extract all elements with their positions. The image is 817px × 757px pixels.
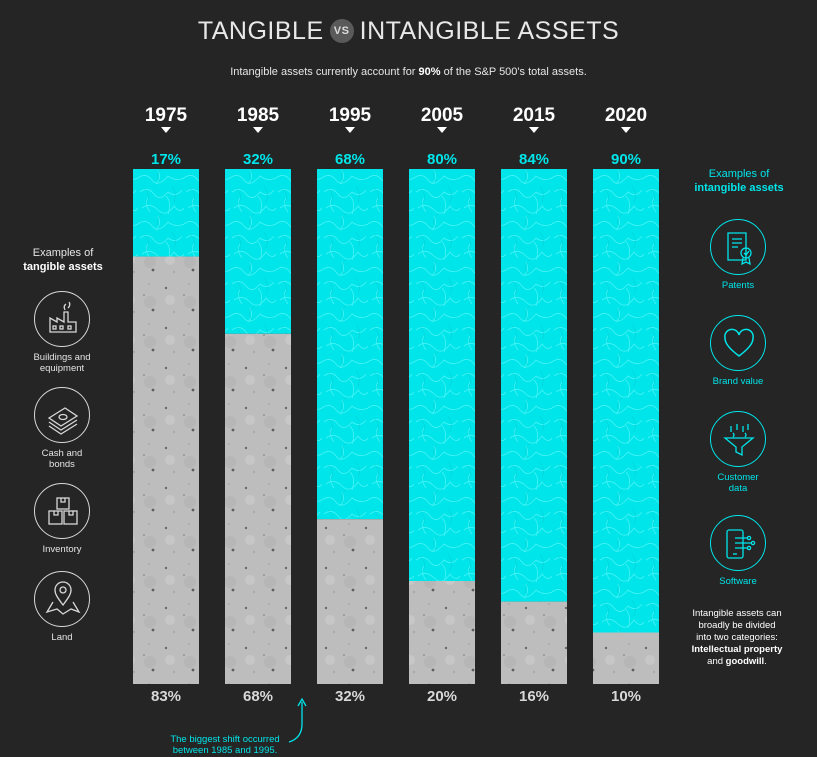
tangible-heading: Examples of tangible assets: [8, 246, 118, 274]
year-marker-1975: [161, 127, 171, 133]
intangible-label-2015: 84%: [519, 151, 549, 168]
shift-note-line2: between 1985 and 1995.: [172, 745, 278, 756]
tangible-label-2015: 16%: [519, 688, 549, 705]
intangible-label-customer-2: data: [728, 483, 748, 494]
tablet-icon: [710, 515, 766, 571]
boxes-icon: [34, 483, 90, 539]
tangible-label-2020: 10%: [611, 688, 641, 705]
tangible-label-1985: 68%: [243, 688, 273, 705]
year-label-2015: 2015: [513, 105, 556, 126]
bar-tangible-1975: [133, 256, 199, 684]
tangible-label-1975: 83%: [151, 688, 181, 705]
bar-tangible-2020: [593, 632, 659, 684]
year-label-1995: 1995: [329, 105, 372, 126]
intangible-label-customer: Customer: [717, 472, 759, 483]
tangible-label-inventory: Inventory: [42, 544, 82, 555]
subtitle-text-end: of the S&P 500's total assets.: [440, 66, 587, 78]
bar-tangible-2015: [501, 601, 567, 684]
cash-icon: [34, 387, 90, 443]
year-marker-2005: [437, 127, 447, 133]
title-intangible: INTANGIBLE ASSETS: [359, 16, 620, 45]
note-period: .: [764, 656, 767, 667]
vs-badge: VS: [329, 19, 354, 43]
bar-tangible-1985: [225, 333, 291, 684]
tangible-label-cash: Cash and: [41, 448, 83, 459]
tangible-item-land: Land: [12, 571, 112, 643]
factory-icon: [34, 291, 90, 347]
bar-tangible-1995: [317, 519, 383, 684]
shift-arrow: [288, 702, 303, 743]
year-marker-1985: [253, 127, 263, 133]
bar-tangible-2005: [409, 581, 475, 684]
chart-title: TANGIBLE VS INTANGIBLE ASSETS: [0, 14, 817, 48]
tangible-item-buildings: Buildings and equipment: [12, 291, 112, 374]
title-tangible: TANGIBLE: [197, 16, 324, 45]
year-marker-2015: [529, 127, 539, 133]
tangible-heading-line2: tangible assets: [23, 261, 103, 273]
intangible-label-1985: 32%: [243, 151, 273, 168]
tangible-label-buildings-2: equipment: [39, 363, 85, 374]
heart-icon: [710, 315, 766, 371]
funnel-icon: [710, 411, 766, 467]
intangible-label-brand: Brand value: [712, 376, 764, 387]
note-intellectual-property: Intellectual property: [691, 644, 783, 655]
note-goodwill: goodwill: [725, 656, 765, 667]
bar-intangible-1985: [225, 169, 291, 334]
intangible-label-patents: Patents: [721, 280, 755, 291]
note-line2: broadly be divided: [698, 620, 776, 631]
note-line1: Intangible assets can: [692, 608, 782, 619]
intangible-label-software: Software: [719, 576, 757, 587]
intangible-label-1995: 68%: [335, 151, 365, 168]
shift-note-line1: The biggest shift occurred: [170, 734, 280, 745]
year-marker-2020: [621, 127, 631, 133]
tangible-heading-line1: Examples of: [32, 247, 94, 259]
tangible-label-1995: 32%: [335, 688, 365, 705]
subtitle-text: Intangible assets currently account for: [230, 66, 419, 78]
tangible-label-2005: 20%: [427, 688, 457, 705]
certificate-icon: [710, 219, 766, 275]
intangible-heading-line2: intangible assets: [694, 182, 784, 194]
bar-intangible-2020: [593, 169, 659, 633]
bar-intangible-1975: [133, 169, 199, 257]
categories-note: Intangible assets can broadly be divided…: [672, 608, 802, 668]
intangible-label-1975: 17%: [151, 151, 181, 168]
year-label-1975: 1975: [145, 105, 188, 126]
subtitle-highlight: 90%: [418, 66, 441, 78]
tangible-label-cash-2: bonds: [49, 459, 75, 470]
tangible-label-buildings: Buildings and: [33, 352, 91, 363]
shift-annotation: The biggest shift occurred between 1985 …: [150, 734, 300, 756]
note-and: and: [707, 656, 726, 667]
intangible-label-2020: 90%: [611, 151, 641, 168]
year-label-1985: 1985: [237, 105, 280, 126]
intangible-label-2005: 80%: [427, 151, 457, 168]
tangible-item-cash: Cash and bonds: [12, 387, 112, 470]
tangible-item-inventory: Inventory: [12, 483, 112, 555]
year-marker-1995: [345, 127, 355, 133]
intangible-item-software: Software: [688, 515, 788, 587]
chart-subtitle: Intangible assets currently account for …: [0, 66, 817, 78]
tangible-label-land: Land: [51, 632, 73, 643]
intangible-item-brand: Brand value: [688, 315, 788, 387]
shift-arrow-head: [297, 697, 307, 707]
intangible-item-customer-data: Customer data: [688, 411, 788, 494]
intangible-heading: Examples of intangible assets: [684, 167, 794, 195]
note-line3: into two categories:: [696, 632, 778, 643]
year-label-2005: 2005: [421, 105, 464, 126]
year-label-2020: 2020: [605, 105, 647, 126]
bar-intangible-1995: [317, 169, 383, 520]
bar-intangible-2015: [501, 169, 567, 602]
intangible-heading-line1: Examples of: [708, 168, 770, 180]
intangible-item-patents: Patents: [688, 219, 788, 291]
map-pin-icon: [34, 571, 90, 627]
bar-intangible-2005: [409, 169, 475, 581]
